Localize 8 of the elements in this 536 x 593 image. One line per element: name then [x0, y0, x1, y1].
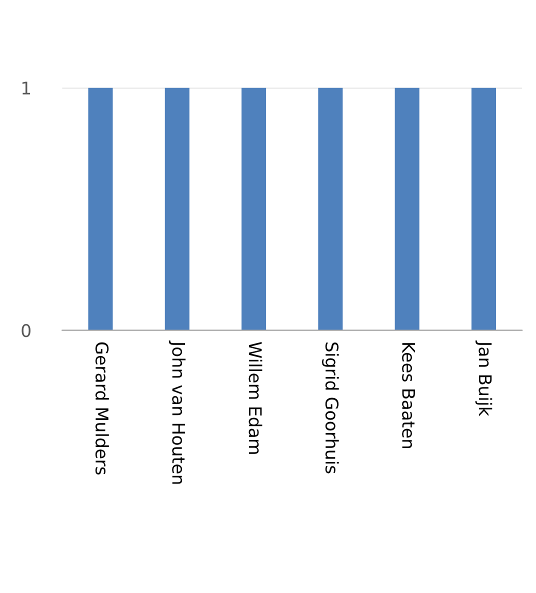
x-tick-label: Jan Buijk — [475, 340, 492, 416]
x-tick-label: Willem Edam — [248, 342, 262, 454]
x-tick-label: Kees Baaten — [402, 343, 415, 448]
y-tick-label: 1 — [22, 82, 30, 94]
x-tick-label: John van Houten — [168, 340, 186, 484]
x-tick-label: Sigrid Goorhuis — [322, 342, 339, 474]
y-tick-label: 0 — [22, 324, 30, 338]
x-tick-label: Gerard Mulders — [95, 342, 109, 475]
